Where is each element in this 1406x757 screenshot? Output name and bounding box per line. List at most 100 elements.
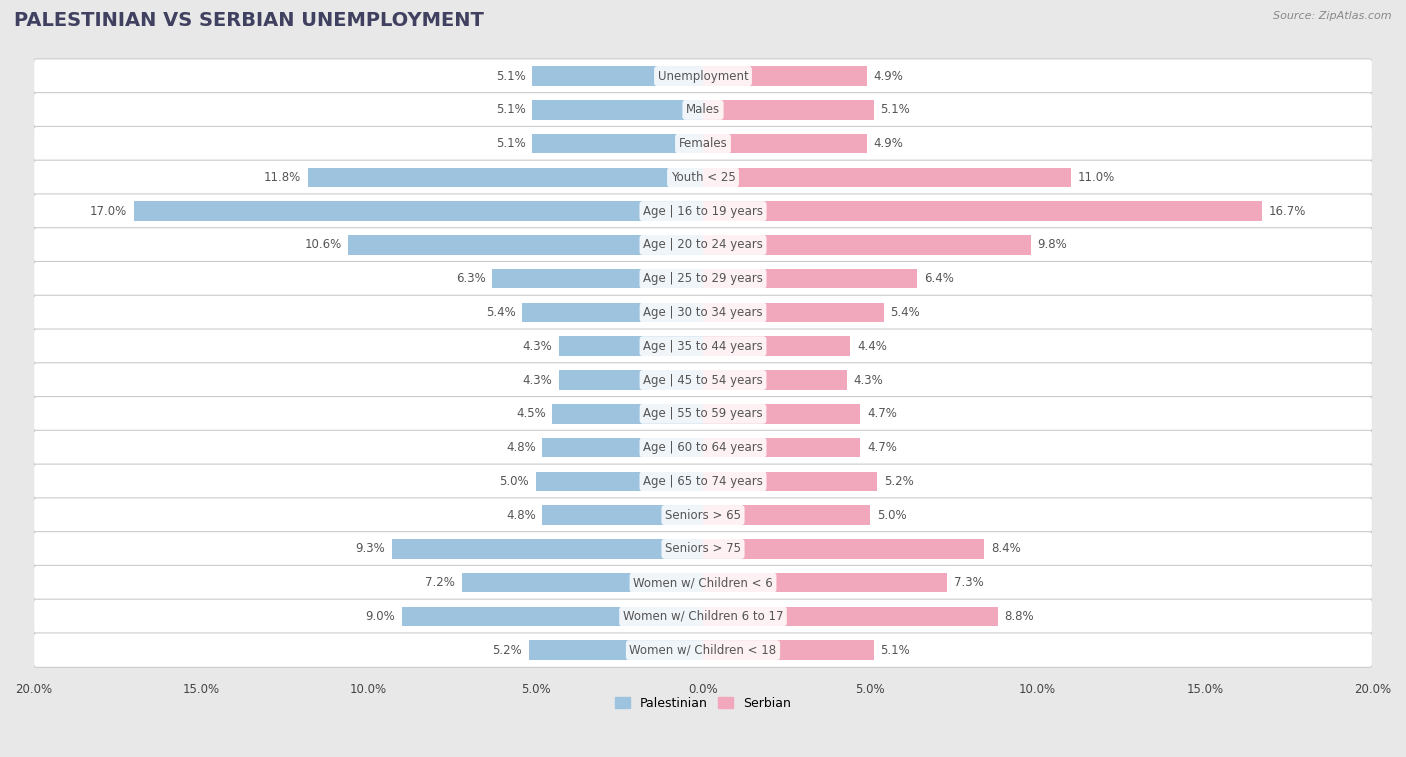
Text: 5.1%: 5.1% (496, 70, 526, 83)
FancyBboxPatch shape (34, 531, 1372, 566)
FancyBboxPatch shape (34, 565, 1372, 600)
Text: 7.3%: 7.3% (955, 576, 984, 589)
Text: 4.3%: 4.3% (523, 340, 553, 353)
Bar (703, 167, 1071, 187)
Text: 5.2%: 5.2% (492, 643, 522, 656)
Text: Age | 55 to 59 years: Age | 55 to 59 years (643, 407, 763, 420)
Text: 4.8%: 4.8% (506, 441, 536, 454)
Text: 4.9%: 4.9% (873, 70, 904, 83)
FancyBboxPatch shape (34, 295, 1372, 330)
Text: Unemployment: Unemployment (658, 70, 748, 83)
Text: 4.8%: 4.8% (506, 509, 536, 522)
Text: 11.8%: 11.8% (264, 171, 301, 184)
Text: Age | 20 to 24 years: Age | 20 to 24 years (643, 238, 763, 251)
Text: 17.0%: 17.0% (90, 204, 128, 218)
Bar (553, 404, 703, 424)
Text: Seniors > 75: Seniors > 75 (665, 542, 741, 556)
Text: 5.1%: 5.1% (880, 643, 910, 656)
Text: 6.4%: 6.4% (924, 273, 953, 285)
Bar (308, 167, 703, 187)
FancyBboxPatch shape (34, 397, 1372, 431)
Text: 8.4%: 8.4% (991, 542, 1021, 556)
Text: 5.4%: 5.4% (486, 306, 516, 319)
Text: 5.0%: 5.0% (877, 509, 907, 522)
Text: Age | 25 to 29 years: Age | 25 to 29 years (643, 273, 763, 285)
Text: Age | 45 to 54 years: Age | 45 to 54 years (643, 373, 763, 387)
FancyBboxPatch shape (34, 261, 1372, 296)
Text: 5.1%: 5.1% (496, 137, 526, 150)
Bar (703, 573, 948, 593)
Text: 5.1%: 5.1% (496, 104, 526, 117)
Bar (703, 438, 860, 457)
Text: Age | 16 to 19 years: Age | 16 to 19 years (643, 204, 763, 218)
Text: 5.0%: 5.0% (499, 475, 529, 488)
Text: Age | 30 to 34 years: Age | 30 to 34 years (643, 306, 763, 319)
Text: Females: Females (679, 137, 727, 150)
Text: 4.3%: 4.3% (523, 373, 553, 387)
Bar (560, 336, 703, 356)
Bar (703, 472, 877, 491)
Legend: Palestinian, Serbian: Palestinian, Serbian (610, 692, 796, 715)
Text: Youth < 25: Youth < 25 (671, 171, 735, 184)
Text: Age | 60 to 64 years: Age | 60 to 64 years (643, 441, 763, 454)
Text: Women w/ Children 6 to 17: Women w/ Children 6 to 17 (623, 610, 783, 623)
FancyBboxPatch shape (34, 228, 1372, 262)
Text: 10.6%: 10.6% (304, 238, 342, 251)
Text: 16.7%: 16.7% (1268, 204, 1306, 218)
Bar (703, 640, 873, 660)
Text: 6.3%: 6.3% (456, 273, 485, 285)
Bar (543, 505, 703, 525)
Text: 4.9%: 4.9% (873, 137, 904, 150)
Bar (703, 336, 851, 356)
Bar (703, 539, 984, 559)
Text: Age | 65 to 74 years: Age | 65 to 74 years (643, 475, 763, 488)
Bar (402, 606, 703, 626)
Bar (533, 134, 703, 154)
Text: 9.3%: 9.3% (356, 542, 385, 556)
Bar (134, 201, 703, 221)
Bar (560, 370, 703, 390)
Bar (703, 606, 997, 626)
Text: Seniors > 65: Seniors > 65 (665, 509, 741, 522)
Text: Women w/ Children < 18: Women w/ Children < 18 (630, 643, 776, 656)
Bar (533, 100, 703, 120)
FancyBboxPatch shape (34, 92, 1372, 127)
Bar (703, 370, 846, 390)
FancyBboxPatch shape (34, 363, 1372, 397)
Text: 4.4%: 4.4% (858, 340, 887, 353)
FancyBboxPatch shape (34, 329, 1372, 363)
Text: Males: Males (686, 104, 720, 117)
Text: 8.8%: 8.8% (1004, 610, 1033, 623)
Bar (533, 67, 703, 86)
FancyBboxPatch shape (34, 633, 1372, 668)
Bar (349, 235, 703, 254)
Text: 7.2%: 7.2% (426, 576, 456, 589)
Bar (703, 303, 884, 322)
FancyBboxPatch shape (34, 194, 1372, 229)
Text: 4.7%: 4.7% (868, 441, 897, 454)
Text: Source: ZipAtlas.com: Source: ZipAtlas.com (1274, 11, 1392, 21)
Bar (463, 573, 703, 593)
Bar (703, 67, 868, 86)
Bar (522, 303, 703, 322)
Text: Women w/ Children < 6: Women w/ Children < 6 (633, 576, 773, 589)
Bar (703, 134, 868, 154)
Text: 5.1%: 5.1% (880, 104, 910, 117)
Text: 4.7%: 4.7% (868, 407, 897, 420)
Text: PALESTINIAN VS SERBIAN UNEMPLOYMENT: PALESTINIAN VS SERBIAN UNEMPLOYMENT (14, 11, 484, 30)
Bar (703, 269, 917, 288)
FancyBboxPatch shape (34, 599, 1372, 634)
Text: Age | 35 to 44 years: Age | 35 to 44 years (643, 340, 763, 353)
FancyBboxPatch shape (34, 498, 1372, 532)
Bar (703, 235, 1031, 254)
FancyBboxPatch shape (34, 430, 1372, 465)
Bar (703, 100, 873, 120)
Bar (703, 505, 870, 525)
Bar (703, 404, 860, 424)
FancyBboxPatch shape (34, 160, 1372, 195)
Text: 5.4%: 5.4% (890, 306, 920, 319)
Bar (392, 539, 703, 559)
Bar (492, 269, 703, 288)
Bar (703, 201, 1263, 221)
Text: 9.0%: 9.0% (366, 610, 395, 623)
